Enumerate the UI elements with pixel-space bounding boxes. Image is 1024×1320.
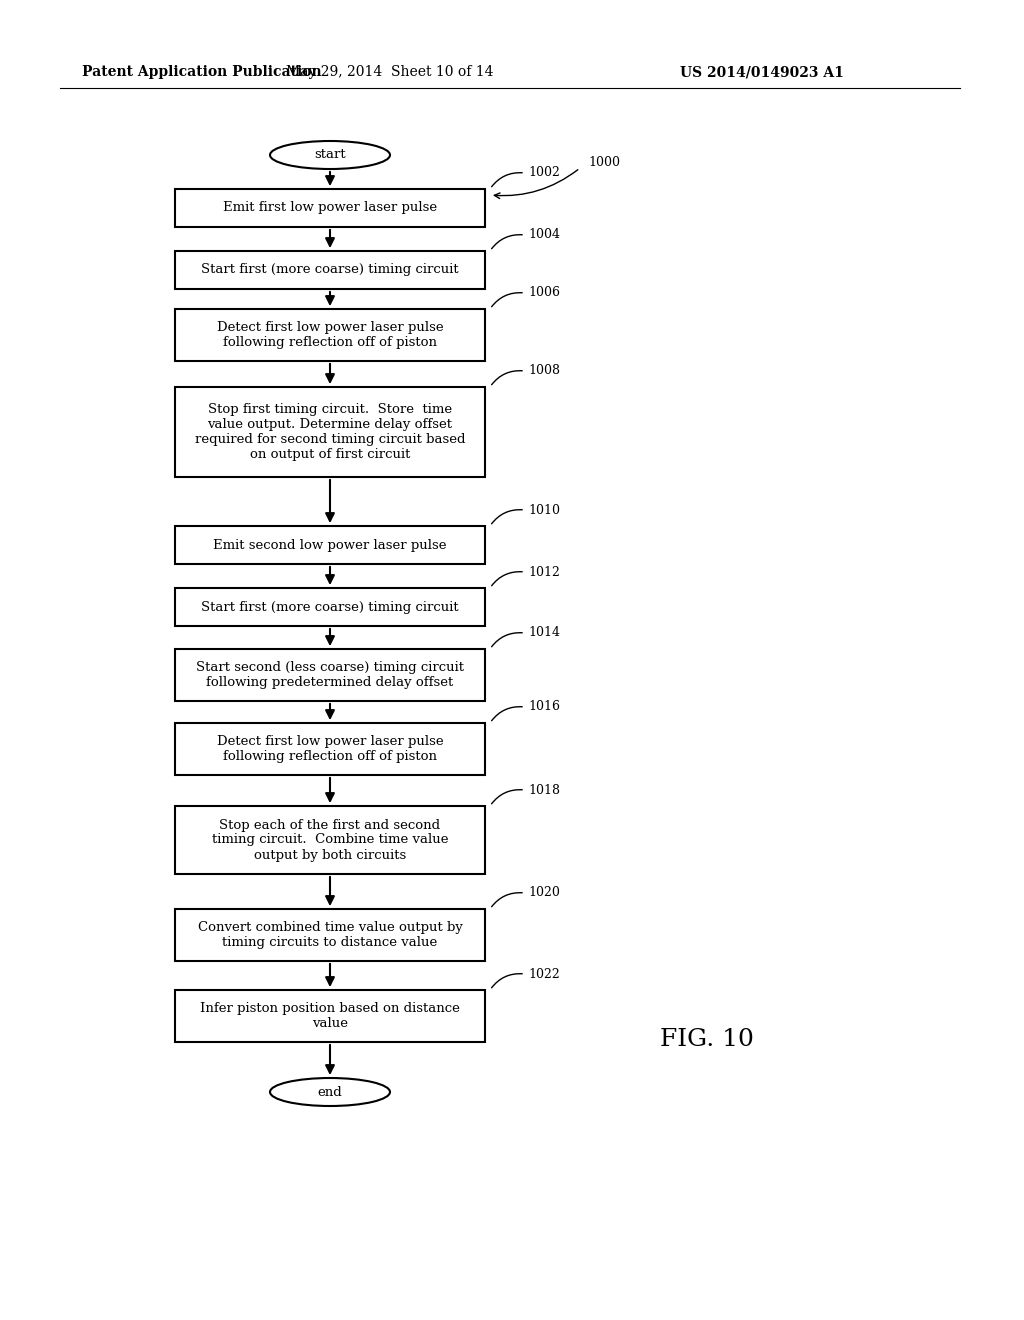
FancyBboxPatch shape: [175, 909, 485, 961]
FancyBboxPatch shape: [175, 649, 485, 701]
Text: Start first (more coarse) timing circuit: Start first (more coarse) timing circuit: [201, 601, 459, 614]
Text: 1018: 1018: [528, 784, 560, 796]
Text: Stop each of the first and second
timing circuit.  Combine time value
output by : Stop each of the first and second timing…: [212, 818, 449, 862]
FancyBboxPatch shape: [175, 525, 485, 564]
Text: 1012: 1012: [528, 565, 560, 578]
Text: 1016: 1016: [528, 701, 560, 714]
Text: May 29, 2014  Sheet 10 of 14: May 29, 2014 Sheet 10 of 14: [287, 65, 494, 79]
Text: 1006: 1006: [528, 286, 560, 300]
FancyBboxPatch shape: [175, 990, 485, 1041]
Ellipse shape: [270, 1078, 390, 1106]
Ellipse shape: [270, 141, 390, 169]
FancyBboxPatch shape: [175, 387, 485, 477]
Text: Infer piston position based on distance
value: Infer piston position based on distance …: [200, 1002, 460, 1030]
FancyBboxPatch shape: [175, 587, 485, 626]
Text: 1004: 1004: [528, 228, 560, 242]
FancyBboxPatch shape: [175, 189, 485, 227]
Text: 1022: 1022: [528, 968, 560, 981]
Text: US 2014/0149023 A1: US 2014/0149023 A1: [680, 65, 844, 79]
Text: Convert combined time value output by
timing circuits to distance value: Convert combined time value output by ti…: [198, 921, 463, 949]
Text: FIG. 10: FIG. 10: [660, 1028, 754, 1052]
Text: start: start: [314, 149, 346, 161]
FancyBboxPatch shape: [175, 723, 485, 775]
FancyBboxPatch shape: [175, 309, 485, 360]
Text: Patent Application Publication: Patent Application Publication: [82, 65, 322, 79]
FancyBboxPatch shape: [175, 251, 485, 289]
Text: Emit second low power laser pulse: Emit second low power laser pulse: [213, 539, 446, 552]
Text: 1014: 1014: [528, 627, 560, 639]
Text: Stop first timing circuit.  Store  time
value output. Determine delay offset
req: Stop first timing circuit. Store time va…: [195, 403, 465, 461]
Text: 1002: 1002: [528, 166, 560, 180]
Text: 1010: 1010: [528, 503, 560, 516]
Text: Detect first low power laser pulse
following reflection off of piston: Detect first low power laser pulse follo…: [217, 321, 443, 348]
Text: 1020: 1020: [528, 887, 560, 899]
Text: end: end: [317, 1085, 342, 1098]
Text: 1000: 1000: [588, 156, 620, 169]
Text: 1008: 1008: [528, 364, 560, 378]
FancyBboxPatch shape: [175, 807, 485, 874]
Text: Detect first low power laser pulse
following reflection off of piston: Detect first low power laser pulse follo…: [217, 735, 443, 763]
Text: Start first (more coarse) timing circuit: Start first (more coarse) timing circuit: [201, 264, 459, 276]
Text: Start second (less coarse) timing circuit
following predetermined delay offset: Start second (less coarse) timing circui…: [196, 661, 464, 689]
Text: Emit first low power laser pulse: Emit first low power laser pulse: [223, 202, 437, 214]
